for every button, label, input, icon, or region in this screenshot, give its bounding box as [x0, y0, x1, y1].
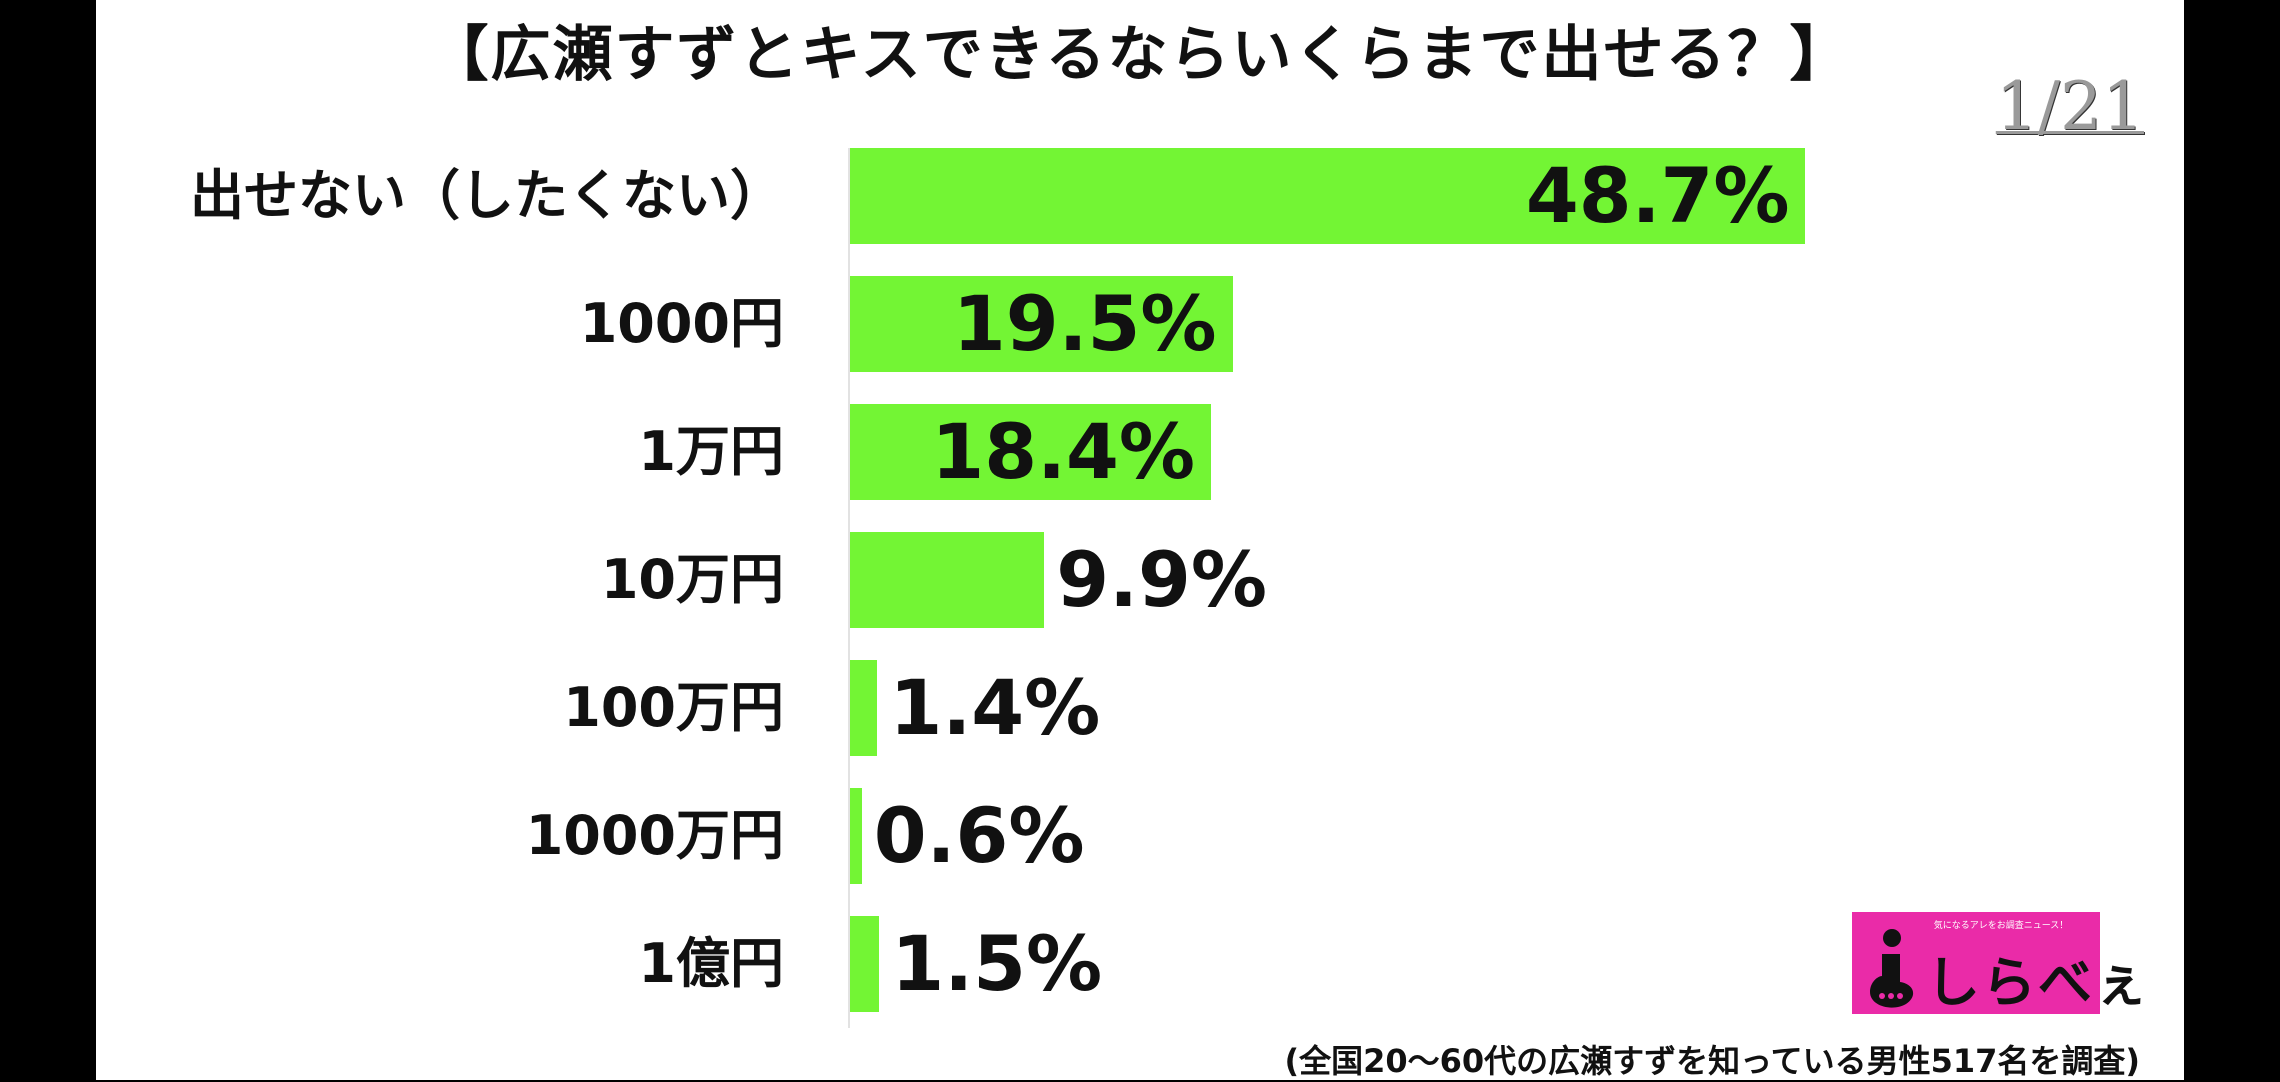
category-label: 1000円 — [579, 292, 784, 355]
value-label: 19.5% — [952, 279, 1217, 368]
value-label: 1.5% — [891, 919, 1103, 1008]
bar — [850, 532, 1045, 628]
bar — [850, 276, 1233, 372]
bar-row: 1億円 1.5% — [96, 916, 2184, 1012]
category-label: 出せない（したくない） — [190, 164, 784, 227]
bar-row: 1000万円 0.6% — [96, 788, 2184, 884]
value-label: 0.6% — [873, 791, 1085, 880]
chart-panel: 【広瀬すずとキスできるならいくらまで出せる？】 1/21 出せない（したくない）… — [96, 0, 2184, 1080]
category-axis-line — [848, 148, 850, 1028]
value-label: 48.7% — [1525, 151, 1790, 240]
category-label: 1億円 — [638, 932, 784, 995]
value-label: 18.4% — [931, 407, 1195, 496]
bar — [850, 788, 862, 884]
bar — [850, 660, 878, 756]
page-indicator[interactable]: 1/21 — [1995, 68, 2144, 145]
category-label: 1万円 — [638, 420, 784, 483]
category-label: 100万円 — [563, 676, 784, 739]
value-label: 1.4% — [889, 663, 1101, 752]
logo-tagline: 気になるアレをお調査ニュース！ — [1933, 921, 2069, 931]
value-label: 9.9% — [1056, 535, 1268, 624]
category-label: 1000万円 — [525, 804, 784, 867]
bar-row: 1000円 19.5% — [96, 276, 2184, 372]
logo-mark-icon — [1870, 929, 1914, 1008]
bar-row: 出せない（したくない） 48.7% — [96, 148, 2184, 244]
bar-row: 10万円 9.9% — [96, 532, 2184, 628]
shirabee-logo: 気になるアレをお調査ニュース！ しらべぇ — [1852, 912, 2148, 1014]
bar — [850, 148, 1806, 244]
chart-title: 【広瀬すずとキスできるならいくらまで出せる？】 — [428, 20, 1852, 90]
logo-text: しらべぇ — [1926, 951, 2150, 1014]
survey-footnote: (全国20〜60代の広瀬すずを知っている男性517名を調査) — [1284, 1042, 2140, 1080]
bar-row: 1万円 18.4% — [96, 404, 2184, 500]
bar — [850, 404, 1211, 500]
bar — [850, 916, 880, 1012]
bar-row: 100万円 1.4% — [96, 660, 2184, 756]
category-label: 10万円 — [600, 548, 784, 611]
